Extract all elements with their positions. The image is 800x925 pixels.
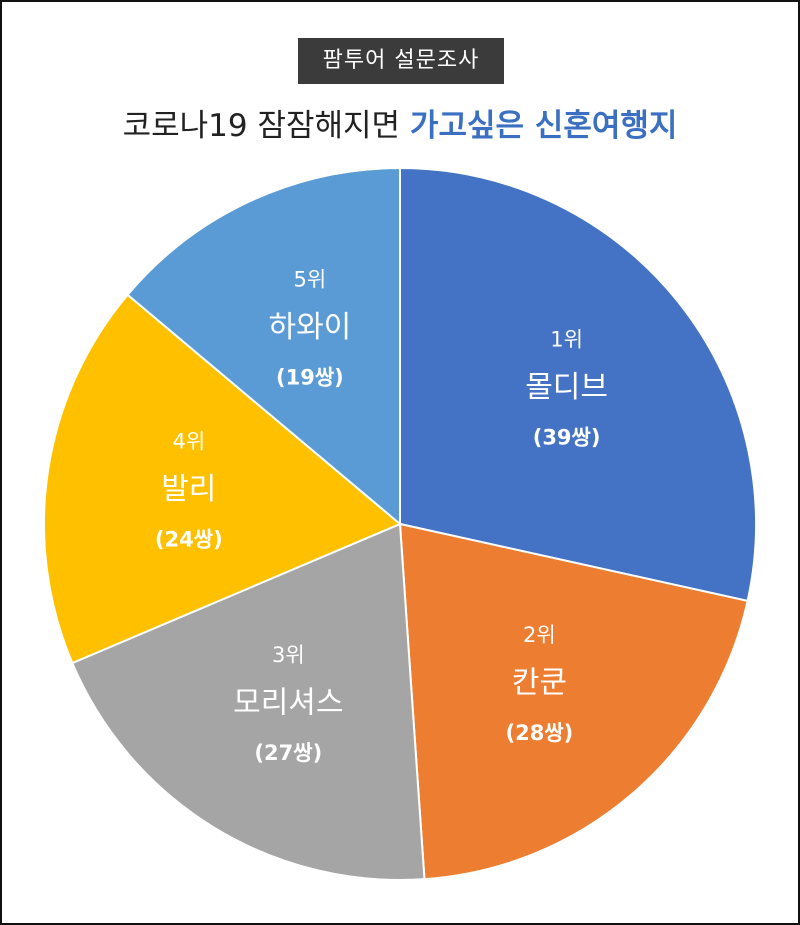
slice-name-label-3: 모리셔스 [233,686,343,721]
slice-name-label-2: 칸쿤 [512,665,567,700]
slice-count-label-3: (27쌍) [254,741,322,765]
slice-count-label-1: (39쌍) [533,425,601,449]
slice-rank-label-2: 2위 [523,623,556,647]
slice-rank-label-3: 3위 [272,643,305,667]
slice-rank-label-5: 5위 [294,267,327,291]
pie-slice-5 [126,166,401,527]
pie-slices [43,166,758,881]
pie-slice-2 [398,522,749,881]
slice-name-label-1: 몰디브 [525,370,608,405]
title-prefix: 코로나19 잠잠해지면 [122,108,410,144]
title-highlight: 가고싶은 신혼여행지 [409,108,678,144]
pie-slice-3 [70,522,426,881]
slice-name-label-5: 하와이 [268,310,351,345]
slice-rank-label-4: 4위 [172,429,205,453]
chart-title: 코로나19 잠잠해지면 가고싶은 신혼여행지 [0,100,800,152]
pie-slice-1 [399,166,758,603]
slice-count-label-2: (28쌍) [506,721,574,745]
survey-badge: 팜투어 설문조사 [298,38,504,84]
slice-name-label-4: 발리 [161,472,216,507]
slice-count-label-5: (19쌍) [276,365,344,389]
pie-slice-4 [43,293,402,665]
slice-rank-label-1: 1위 [550,327,583,351]
slice-count-label-4: (24쌍) [155,527,223,551]
